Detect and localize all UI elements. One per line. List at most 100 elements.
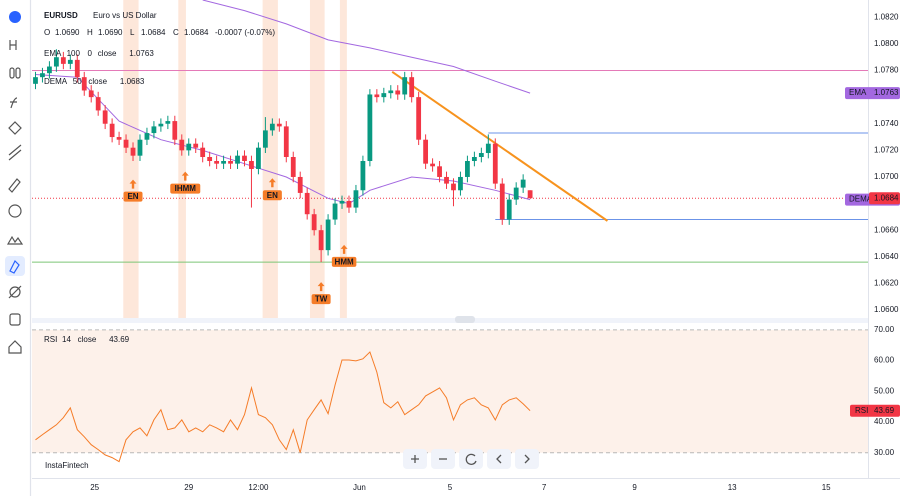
- candle-body: [179, 139, 185, 151]
- y-tick-label: 30.00: [874, 448, 895, 457]
- scroll-right-button[interactable]: [515, 449, 539, 469]
- candle-body: [81, 77, 87, 91]
- pattern-highlight: [309, 0, 325, 318]
- pane-handle[interactable]: [455, 316, 475, 323]
- candle-body: [437, 166, 442, 177]
- candle-body: [228, 160, 233, 164]
- legend-text: close: [78, 335, 97, 344]
- watermark: InstaFintech: [45, 461, 89, 470]
- y-tick-label: 1.0700: [874, 172, 899, 181]
- candle-body: [102, 110, 108, 124]
- candle-body: [402, 77, 408, 95]
- indicator-line: [202, 0, 531, 94]
- candle-body: [409, 77, 415, 98]
- tool-icon[interactable]: [8, 285, 22, 299]
- legend-text: 1.0683: [120, 77, 145, 86]
- y-tick-label: 60.00: [874, 356, 895, 365]
- price-badge-value: 1.0763: [874, 88, 899, 97]
- candle-body: [465, 160, 470, 177]
- legend-text: close: [88, 77, 107, 86]
- candle-body: [444, 176, 449, 184]
- legend-text: 43.69: [109, 335, 130, 344]
- candle-body: [458, 176, 463, 191]
- legend-text: 1.0763: [129, 49, 154, 58]
- candle-body: [40, 73, 45, 78]
- candle-body: [318, 230, 324, 251]
- candle-body: [221, 160, 226, 164]
- price-badge-value: 1.0684: [874, 193, 899, 202]
- y-tick-label: 1.0620: [874, 279, 899, 288]
- y-tick-label: 70.00: [874, 325, 895, 334]
- legend-text: 1.0684: [184, 28, 209, 37]
- candle-body: [116, 137, 122, 140]
- legend-text: EMA: [44, 49, 62, 58]
- legend-text: O: [44, 28, 50, 37]
- candle-body: [158, 123, 164, 127]
- rsi-line: [35, 351, 531, 463]
- x-tick-label: Jun: [353, 483, 366, 492]
- legend-text: 1.0690: [98, 28, 123, 37]
- trend-line: [391, 71, 609, 222]
- reset-button[interactable]: [459, 449, 483, 469]
- legend-text: Euro vs US Dollar: [93, 11, 157, 20]
- tool-icon[interactable]: [8, 144, 22, 161]
- candle-body: [242, 155, 247, 161]
- logo[interactable]: [9, 11, 21, 23]
- tool-icon[interactable]: [9, 40, 17, 50]
- candle-body: [269, 123, 275, 131]
- candle-body: [374, 94, 380, 98]
- tool-icon[interactable]: [9, 313, 21, 326]
- annotation-box: [123, 191, 143, 202]
- tool-icon[interactable]: [6, 235, 24, 245]
- legend-text: close: [98, 49, 117, 58]
- candle-body: [256, 147, 261, 169]
- candle-body: [95, 97, 101, 111]
- candle-body: [325, 219, 331, 251]
- candle-body: [172, 121, 178, 140]
- tool-icon-active[interactable]: [5, 256, 25, 276]
- annotation-arrow: [181, 171, 189, 181]
- tool-icon[interactable]: [9, 259, 20, 274]
- annotation-label: EN: [127, 192, 138, 201]
- candle-body: [144, 133, 150, 140]
- icon: [524, 454, 530, 464]
- candle-body: [186, 143, 192, 151]
- legend-text: 100: [67, 49, 81, 58]
- candle-body: [67, 59, 73, 64]
- legend-text: RSI: [44, 335, 57, 344]
- tool-icon[interactable]: [10, 97, 18, 109]
- candle-body: [471, 157, 477, 161]
- annotation-arrow: [268, 178, 276, 188]
- candle-body: [130, 147, 136, 156]
- candle-body: [423, 139, 429, 164]
- candle-body: [297, 176, 303, 193]
- candle-body: [520, 179, 526, 188]
- candle-body: [381, 93, 387, 98]
- candle-body: [527, 190, 533, 199]
- scroll-left-button[interactable]: [487, 449, 511, 469]
- tool-icon[interactable]: [15, 67, 21, 79]
- legend-text: 14: [62, 335, 71, 344]
- candle-body: [416, 97, 422, 140]
- annotation-arrow: [340, 244, 348, 254]
- pattern-highlight: [178, 0, 186, 318]
- x-tick-label: 25: [90, 483, 99, 492]
- candle-body: [513, 187, 519, 200]
- annotation-arrow: [317, 282, 325, 292]
- icon: [496, 454, 502, 464]
- candle-body: [33, 77, 38, 84]
- price-badge: [845, 87, 900, 100]
- y-tick-label: 1.0780: [874, 66, 899, 75]
- tool-icon[interactable]: [8, 340, 22, 354]
- candle-body: [304, 192, 310, 215]
- tool-icon[interactable]: [8, 204, 22, 218]
- tool-icon[interactable]: [9, 67, 15, 79]
- tool-icon[interactable]: [9, 286, 21, 298]
- tool-icon[interactable]: [8, 121, 22, 135]
- tool-icon[interactable]: [8, 178, 21, 193]
- plot: EN IHMM EN HMM TW: [32, 0, 868, 463]
- pane-divider[interactable]: [32, 318, 868, 323]
- y-tick-label: 40.00: [874, 417, 895, 426]
- candle-body: [451, 183, 456, 191]
